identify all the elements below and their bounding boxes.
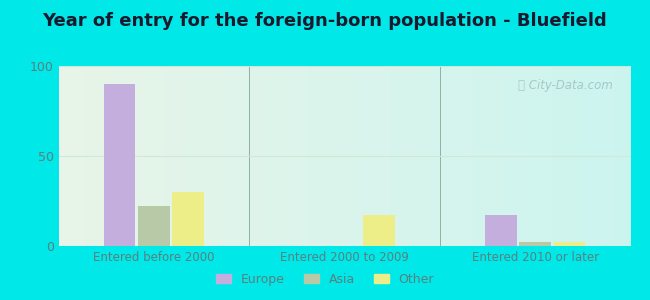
Bar [172, 192, 204, 246]
Legend: Europe, Asia, Other: Europe, Asia, Other [211, 268, 439, 291]
Bar [104, 84, 135, 246]
Bar [485, 215, 517, 246]
Text: Year of entry for the foreign-born population - Bluefield: Year of entry for the foreign-born popul… [43, 12, 607, 30]
Text: ⓘ City-Data.com: ⓘ City-Data.com [519, 79, 614, 92]
Bar [519, 242, 551, 246]
Bar [554, 242, 585, 246]
Bar [138, 206, 170, 246]
Bar [363, 215, 395, 246]
